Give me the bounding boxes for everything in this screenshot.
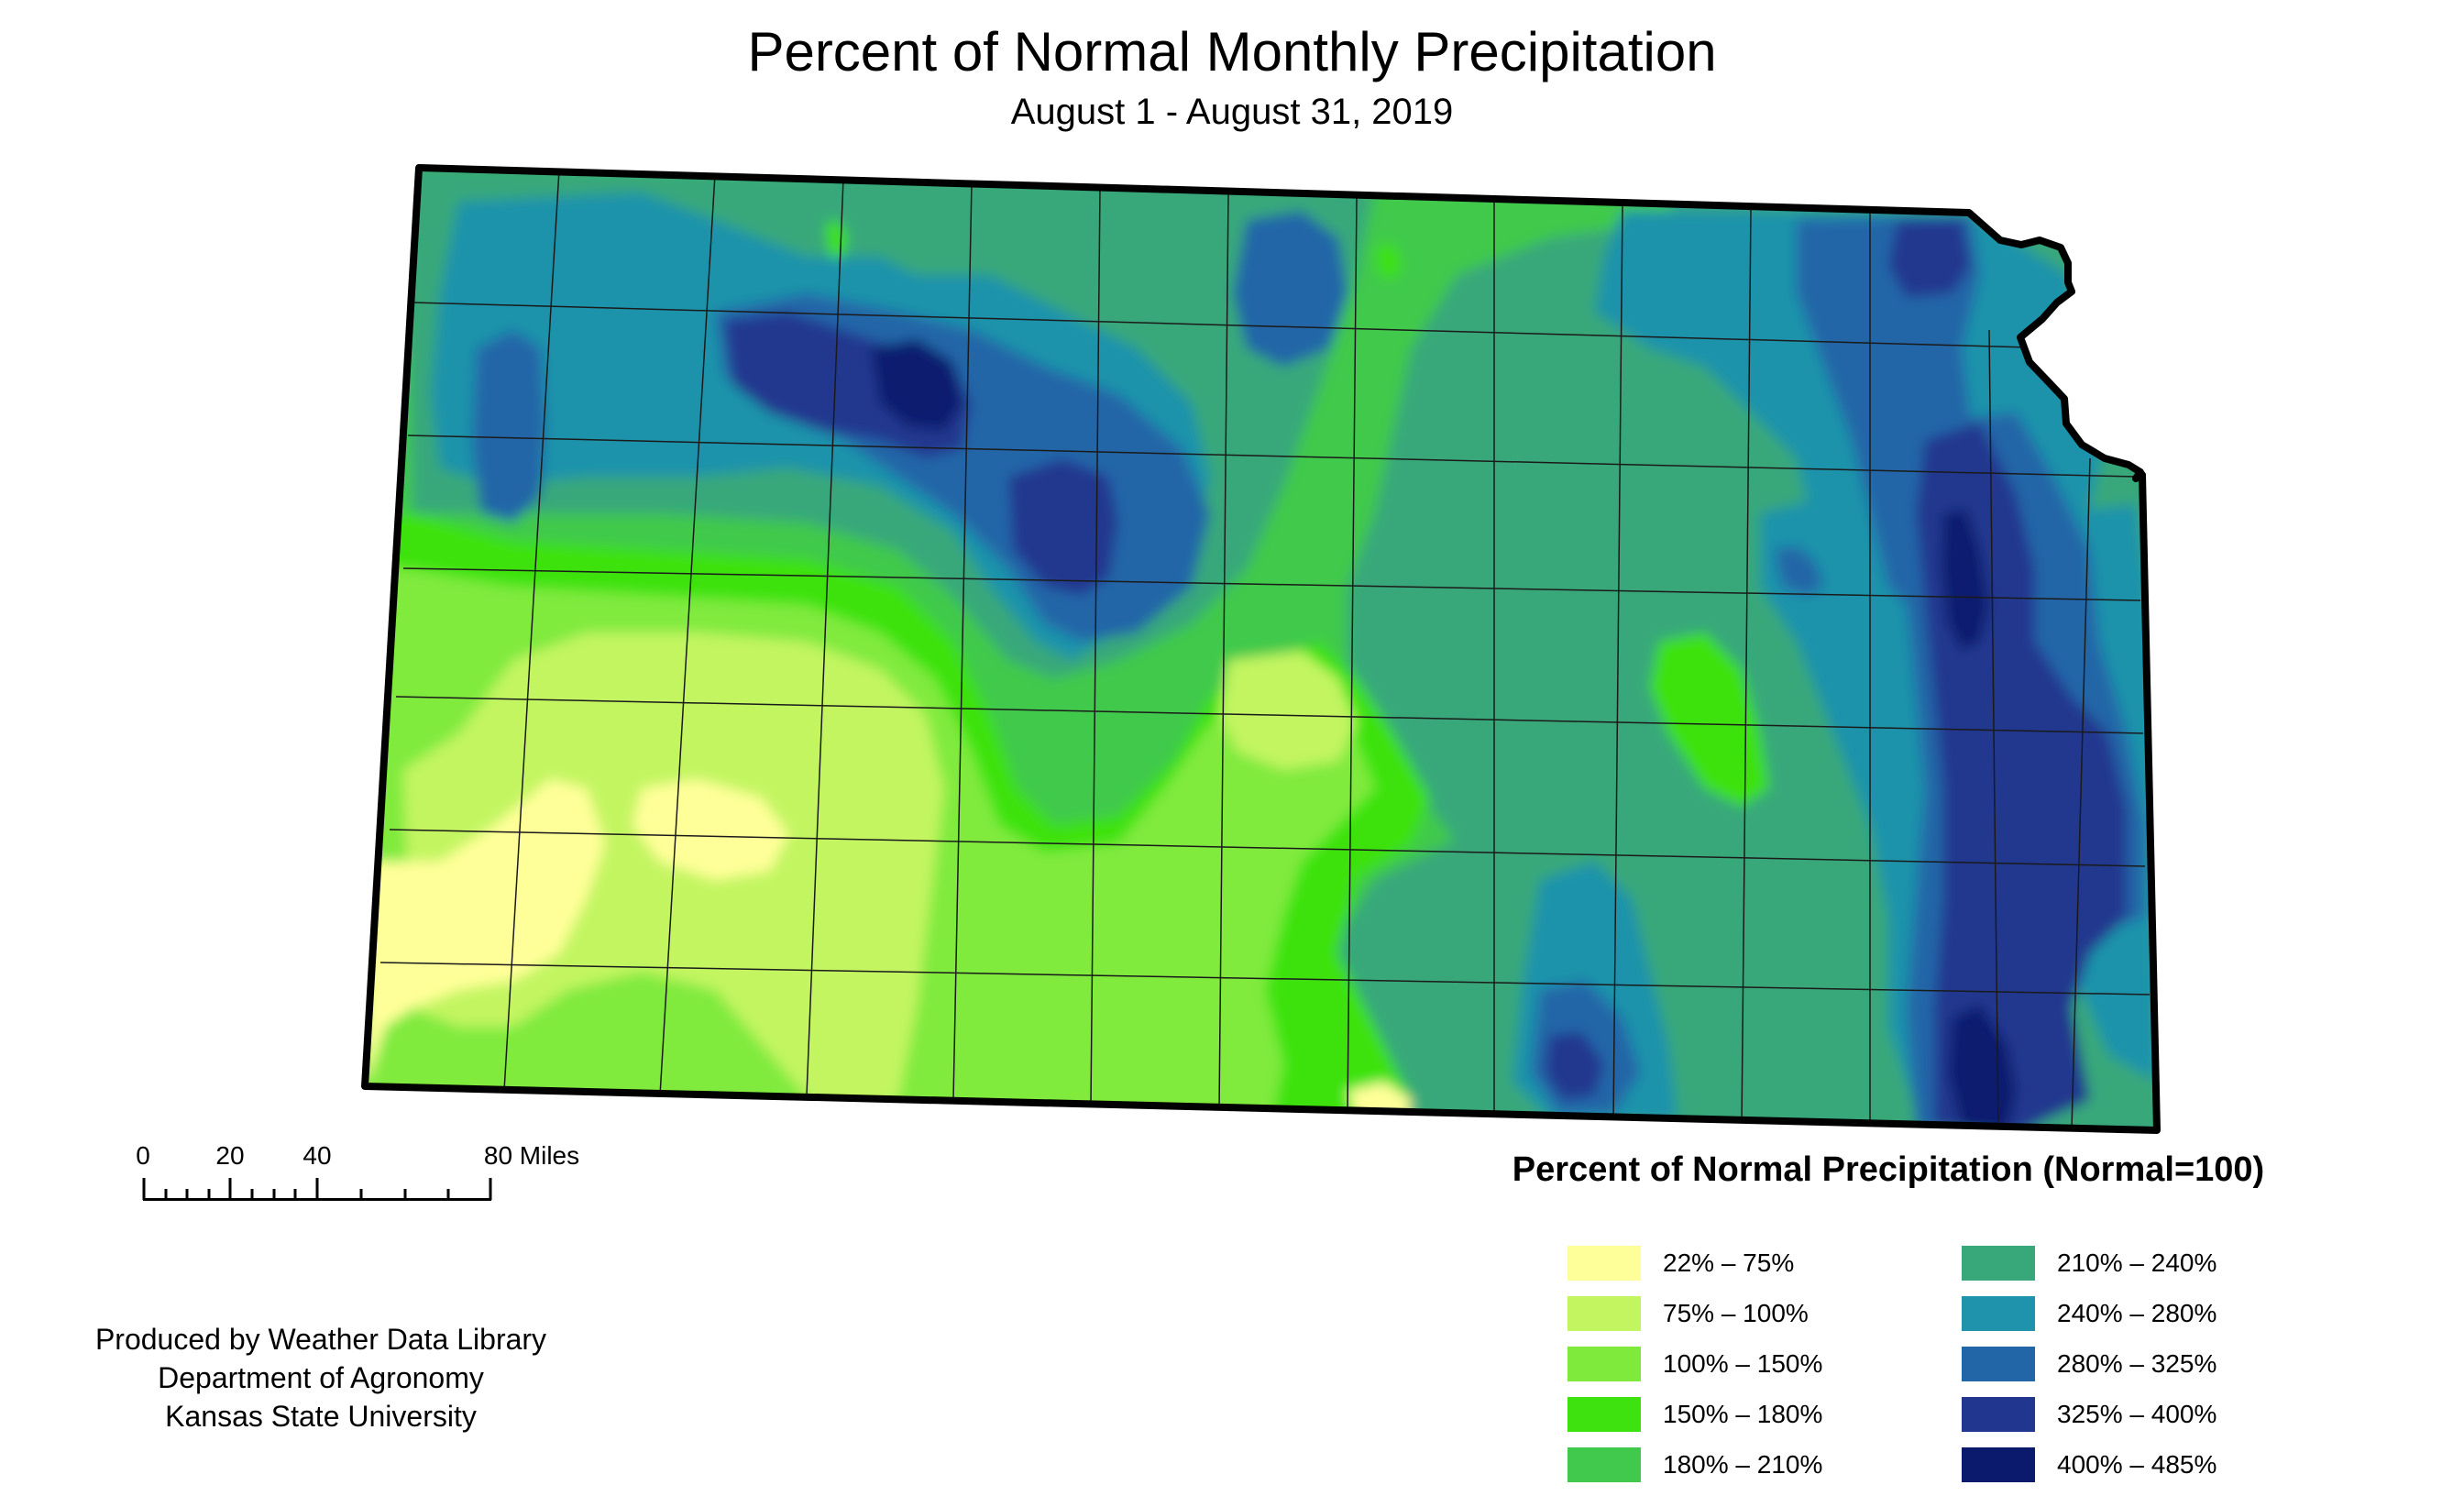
band-150-180-nw — [825, 220, 848, 258]
legend-label: 100% – 150% — [1663, 1349, 1823, 1378]
legend-label: 75% – 100% — [1663, 1299, 1809, 1327]
legend-item-4: 150% – 180% — [1568, 1396, 1822, 1433]
credit-line-2: Department of Agronomy — [158, 1361, 484, 1394]
legend-swatch — [1568, 1347, 1641, 1381]
legend-swatch — [1568, 1447, 1641, 1482]
legend-item-10: 400% – 485% — [1962, 1446, 2216, 1483]
precipitation-shading — [365, 168, 2157, 1130]
legend-item-7: 240% – 280% — [1962, 1295, 2216, 1332]
legend-label: 325% – 400% — [2057, 1400, 2217, 1428]
legend-item-5: 180% – 210% — [1568, 1446, 1822, 1483]
legend-item-2: 75% – 100% — [1568, 1295, 1809, 1332]
map-subtitle: August 1 - August 31, 2019 — [1010, 92, 1454, 132]
band-150-180-ec — [1650, 632, 1769, 807]
band-400-485-north — [871, 339, 962, 431]
band-280-325-ne-lobe — [1233, 211, 1348, 367]
legend-swatch — [1962, 1447, 2035, 1482]
scale-ticks — [142, 1178, 492, 1200]
legend-item-3: 100% – 150% — [1568, 1346, 1822, 1382]
legend-label: 210% – 240% — [2057, 1248, 2217, 1277]
legend-swatch — [1568, 1246, 1641, 1281]
legend-label: 280% – 325% — [2057, 1349, 2217, 1378]
legend-item-8: 280% – 325% — [1962, 1346, 2216, 1382]
credit-line-1: Produced by Weather Data Library — [94, 1323, 547, 1356]
legend-swatch — [1962, 1397, 2035, 1432]
band-22-75-sw — [367, 779, 605, 1086]
legend-label: 180% – 210% — [1663, 1450, 1823, 1479]
legend-swatch — [1568, 1296, 1641, 1331]
scale-label-80: 80 Miles — [483, 1141, 580, 1170]
band-150-180-nc — [1375, 243, 1402, 280]
band-325-400-ne — [1888, 220, 1971, 298]
band-22-75-sw2 — [632, 779, 788, 880]
map-title: Percent of Normal Monthly Precipitation — [747, 21, 1717, 82]
legend-swatch — [1962, 1296, 2035, 1331]
scale-bar: 0 20 40 80 Miles — [119, 1141, 596, 1224]
legend-label: 240% – 280% — [2057, 1299, 2217, 1327]
legend-label: 150% – 180% — [1663, 1400, 1823, 1428]
legend-item-6: 210% – 240% — [1962, 1245, 2216, 1282]
scale-label-20: 20 — [215, 1141, 245, 1170]
scale-label-0: 0 — [136, 1141, 150, 1170]
legend-title: Percent of Normal Precipitation (Normal=… — [1512, 1150, 2265, 1189]
county-lines — [380, 169, 2150, 1130]
kansas-border — [361, 164, 2161, 1134]
band-325-400-south — [1545, 1031, 1604, 1100]
legend-label: 22% – 75% — [1663, 1248, 1795, 1277]
scale-label-40: 40 — [302, 1141, 332, 1170]
band-75-100-central — [1219, 651, 1357, 770]
band-325-400-central — [1008, 458, 1118, 596]
legend-swatch — [1962, 1246, 2035, 1281]
legend-swatch — [1962, 1347, 2035, 1381]
legend-item-1: 22% – 75% — [1568, 1245, 1794, 1282]
legend-label: 400% – 485% — [2057, 1450, 2217, 1479]
band-400-485-se — [1948, 1004, 2017, 1130]
credits: Produced by Weather Data Library Departm… — [37, 1320, 605, 1436]
band-210-240-north — [394, 168, 2157, 1130]
band-280-325-small — [1774, 546, 1824, 596]
legend-swatch — [1568, 1397, 1641, 1432]
credit-line-3: Kansas State University — [165, 1400, 477, 1433]
legend-item-9: 325% – 400% — [1962, 1396, 2216, 1433]
band-400-485-east — [1942, 509, 1989, 651]
band-280-325-nw — [472, 330, 545, 522]
